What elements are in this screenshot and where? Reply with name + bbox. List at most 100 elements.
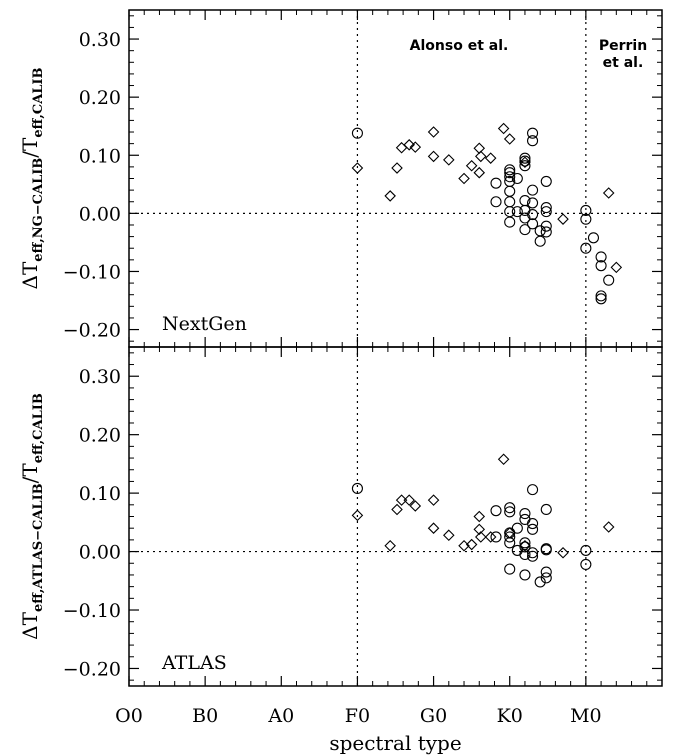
data-point-diamond — [475, 531, 487, 543]
data-point-circle — [527, 127, 539, 139]
y-axis-title-part: T — [18, 611, 42, 625]
region-label-perrin-line1: Perrin — [599, 38, 647, 54]
data-point-circle — [580, 204, 592, 217]
data-point-diamond — [497, 122, 510, 135]
x-tick-label: K0 — [497, 705, 523, 727]
y-axis-title-part: Δ — [18, 275, 42, 289]
y-tick-label: −0.20 — [63, 658, 121, 680]
plot-frame — [128, 346, 663, 687]
data-point-circle — [595, 251, 607, 263]
data-point-circle — [490, 177, 502, 189]
data-point-circle — [527, 197, 539, 209]
data-point-circle — [540, 572, 552, 584]
y-axis-title: ΔTeff,ATLAS−CALIB/Teff,CALIB — [18, 393, 46, 640]
data-point-circle — [511, 522, 523, 534]
data-point-circle — [540, 226, 552, 238]
data-point-diamond — [475, 150, 487, 163]
y-axis-title-part: eff,CALIB — [31, 393, 46, 463]
data-point-circle — [504, 196, 516, 208]
data-point-circle — [519, 160, 531, 172]
data-point-diamond — [473, 166, 486, 179]
data-point-diamond — [473, 523, 486, 536]
data-point-circle — [504, 506, 516, 518]
data-point-circle — [540, 503, 552, 516]
data-point-circle — [519, 212, 531, 224]
data-point-circle — [490, 505, 502, 517]
data-point-diamond — [458, 172, 470, 185]
y-axis-title-part: Δ — [18, 625, 42, 639]
data-point-diamond — [384, 190, 396, 202]
data-point-diamond — [403, 139, 415, 151]
data-point-diamond — [443, 154, 455, 166]
data-point-circle — [504, 537, 516, 549]
data-point-circle — [580, 242, 592, 254]
panel-label: ATLAS — [161, 652, 227, 674]
y-tick-label: 0.30 — [79, 29, 121, 51]
data-point-circle — [595, 293, 607, 305]
y-axis-title-part: /T — [18, 137, 42, 158]
data-point-diamond — [395, 494, 408, 506]
region-label-alonso: Alonso et al. — [410, 38, 509, 54]
data-point-circle — [534, 235, 546, 247]
y-tick-label: 0.20 — [79, 425, 121, 447]
data-point-circle — [504, 167, 516, 179]
data-point-circle — [527, 184, 539, 196]
x-tick-label: B0 — [192, 705, 218, 727]
y-axis-title-part: eff,CALIB — [31, 68, 46, 138]
y-tick-label: 0.10 — [79, 483, 121, 505]
data-point-circle — [504, 185, 516, 197]
plot-frame — [128, 9, 663, 348]
data-point-diamond — [497, 453, 510, 465]
data-point-circle — [490, 531, 502, 543]
y-axis-title-part: T — [18, 261, 42, 275]
y-tick-label: 0.00 — [79, 203, 121, 225]
data-point-circle — [519, 537, 531, 549]
data-point-circle — [580, 544, 592, 556]
x-tick-label: G0 — [420, 705, 447, 727]
x-axis-title: spectral type — [329, 731, 461, 755]
data-point-circle — [527, 135, 539, 147]
y-axis-title-part: /T — [18, 463, 42, 484]
y-tick-label: 0.20 — [79, 87, 121, 109]
data-point-diamond — [391, 503, 403, 516]
y-tick-label: −0.20 — [63, 320, 121, 342]
y-tick-label: 0.10 — [79, 145, 121, 167]
panel-label: NextGen — [162, 313, 247, 335]
data-point-circle — [519, 152, 531, 164]
x-tick-label: M0 — [570, 705, 602, 727]
y-tick-label: −0.10 — [63, 600, 121, 622]
data-point-circle — [527, 523, 539, 535]
data-point-diamond — [427, 150, 440, 163]
data-point-diamond — [443, 529, 455, 541]
data-point-circle — [540, 566, 552, 578]
data-point-diamond — [351, 509, 364, 522]
data-point-circle — [504, 164, 516, 176]
data-point-diamond — [465, 159, 478, 172]
data-point-diamond — [391, 162, 403, 174]
data-point-diamond — [503, 133, 516, 145]
data-point-circle — [540, 175, 552, 187]
data-point-circle — [504, 531, 516, 543]
data-point-diamond — [557, 213, 569, 225]
panel-nextgen: 0.30 0.20 0.10 0.00 −0.10 −0.20 NextGen ΔTeff,N… — [18, 9, 663, 348]
data-point-diamond — [610, 261, 623, 274]
data-point-diamond — [503, 527, 516, 539]
data-point-diamond — [557, 546, 569, 559]
y-axis-title: ΔTeff,NG−CALIB/Teff,CALIB — [18, 68, 46, 290]
x-tick-label: A0 — [267, 705, 294, 727]
x-tick-label: O0 — [115, 705, 143, 727]
data-point-diamond — [384, 539, 396, 552]
data-point-diamond — [427, 126, 440, 138]
data-point-circle — [587, 232, 600, 244]
y-tick-label: 0.00 — [79, 542, 121, 564]
data-point-diamond — [465, 538, 478, 551]
data-point-circle — [580, 558, 592, 570]
data-point-circle — [519, 541, 531, 553]
data-point-circle — [519, 548, 531, 561]
data-point-diamond — [409, 141, 422, 153]
data-point-diamond — [473, 510, 486, 523]
data-point-circle — [504, 216, 516, 228]
data-point-circle — [540, 202, 552, 214]
data-point-circle — [490, 196, 502, 208]
